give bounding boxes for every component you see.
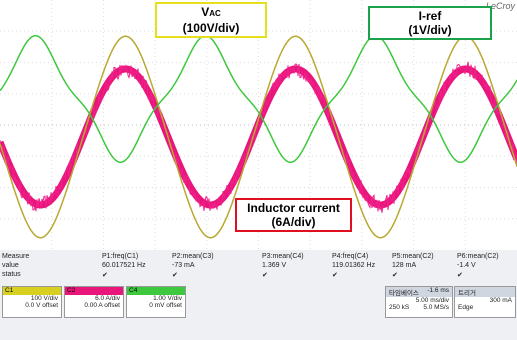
measure-cell: P3:mean(C4)	[262, 253, 304, 260]
iref-scale: (1V/div)	[408, 23, 451, 37]
channel-box[interactable]: C1 100 V/div 0.0 V offset	[2, 286, 62, 318]
measure-cell: value	[2, 262, 19, 269]
timebase-samples: 250 kS	[389, 304, 409, 311]
measure-cell: ✔	[392, 271, 398, 279]
trigger-level: 300 mA	[455, 297, 515, 304]
timebase-rate: 5.0 MS/s	[423, 304, 449, 311]
timebase-scale: 5.00 ms/div	[386, 297, 452, 304]
channel-box[interactable]: C4 1.00 V/div 0 mV offset	[126, 286, 186, 318]
measure-cell: 1.369 V	[262, 262, 286, 269]
timebase-offset: -1.6 ms	[427, 287, 449, 294]
scope-screen: LeCroy VAC (100V/div) I-ref (1V/div) Ind…	[0, 0, 517, 340]
channel-offset: 0 mV offset	[127, 302, 185, 309]
trigger-mode: Edge	[455, 304, 515, 311]
inductor-label: Inductor current (6A/div)	[235, 198, 352, 232]
measure-panel: Measure P1:freq(C1) P2:mean(C3) P3:mean(C4)…	[0, 250, 517, 340]
inductor-scale: (6A/div)	[271, 215, 315, 229]
channel-scale: 1.00 V/div	[127, 295, 185, 302]
vac-sub: AC	[209, 9, 221, 18]
iref-label: I-ref (1V/div)	[368, 6, 492, 40]
measure-values: value 60.017521 Hz -73 mA 1.369 V 119.01362 …	[2, 262, 517, 271]
trigger-label: 트리거	[455, 287, 515, 297]
measure-cell: Measure	[2, 253, 29, 260]
iref-main: I-ref	[419, 9, 442, 23]
channel-scale: 6.0 A/div	[65, 295, 123, 302]
measure-cell: -1.4 V	[457, 262, 476, 269]
measure-cell: status	[2, 271, 21, 278]
channel-box[interactable]: C2 6.0 A/div 0.00 A offset	[64, 286, 124, 318]
measure-cell: ✔	[172, 271, 178, 279]
channel-offset: 0.00 A offset	[65, 302, 123, 309]
inductor-main: Inductor current	[247, 201, 340, 215]
measure-status: status ✔ ✔ ✔ ✔ ✔ ✔	[2, 271, 517, 280]
vac-scale: (100V/div)	[183, 21, 240, 35]
trigger-box: 트리거 300 mA Edge	[454, 286, 516, 318]
measure-cell: ✔	[332, 271, 338, 279]
channel-scale: 100 V/div	[3, 295, 61, 302]
channel-id: C2	[65, 287, 123, 295]
vac-label: VAC (100V/div)	[155, 2, 267, 38]
channel-offset: 0.0 V offset	[3, 302, 61, 309]
measure-cell: P2:mean(C3)	[172, 253, 214, 260]
measure-cell: ✔	[262, 271, 268, 279]
measure-cell: 60.017521 Hz	[102, 262, 146, 269]
measure-cell: P6:mean(C2)	[457, 253, 499, 260]
measure-cell: ✔	[457, 271, 463, 279]
measure-cell: P1:freq(C1)	[102, 253, 138, 260]
channel-id: C1	[3, 287, 61, 295]
timebase-box: 타임베이스 -1.6 ms 5.00 ms/div 250 kS 5.0 MS/…	[385, 286, 453, 318]
measure-cell: 119.01362 Hz	[332, 262, 375, 269]
measure-cell: 128 mA	[392, 262, 416, 269]
measure-cell: P4:freq(C4)	[332, 253, 368, 260]
measure-header: Measure P1:freq(C1) P2:mean(C3) P3:mean(C4)…	[2, 253, 517, 262]
measure-cell: P5:mean(C2)	[392, 253, 434, 260]
measure-cell: -73 mA	[172, 262, 195, 269]
timebase-label: 타임베이스	[389, 290, 419, 297]
measure-cell: ✔	[102, 271, 108, 279]
channel-id: C4	[127, 287, 185, 295]
